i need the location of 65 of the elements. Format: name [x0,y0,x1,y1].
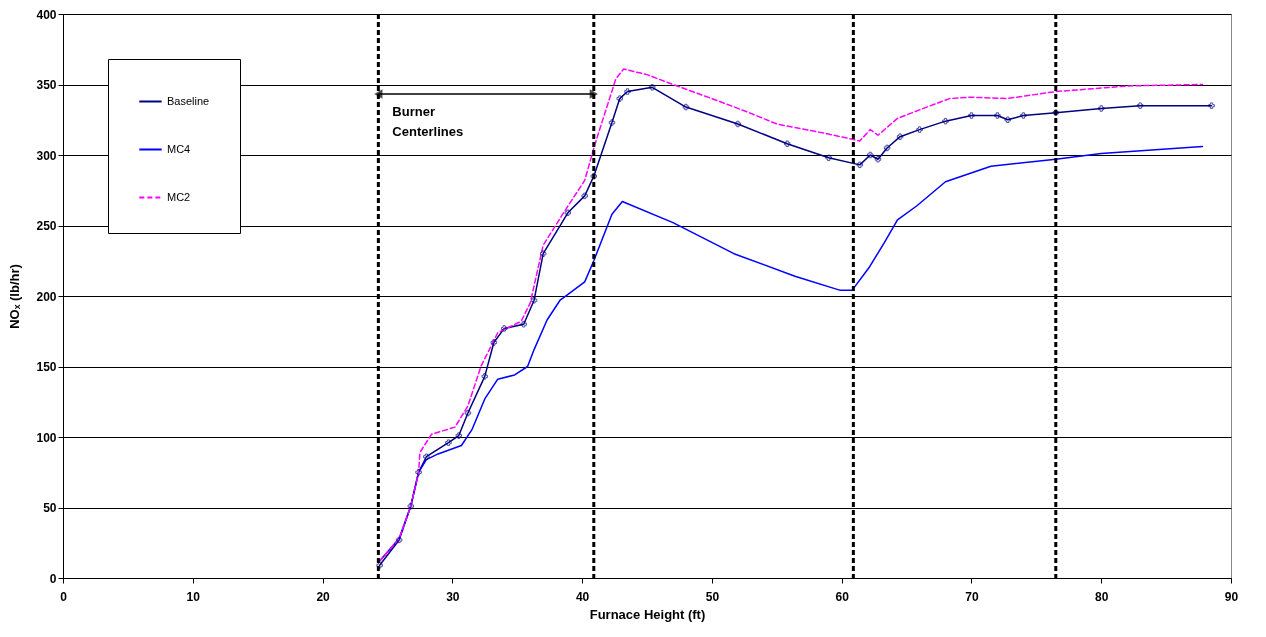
legend-label: MC4 [167,142,191,155]
y-tick-label: 0 [49,571,57,586]
point [648,84,656,91]
point [1136,102,1144,109]
legend-label: Baseline [167,94,210,107]
legend-label: MC2 [167,190,191,203]
y-tick-label: 150 [36,360,57,374]
point [734,120,742,128]
point [825,154,832,162]
point [530,296,538,304]
y-axis-title: NOₓ (lb/hr) [7,264,23,329]
x-tick-label: 90 [1224,589,1239,604]
point [520,320,527,328]
point [423,453,430,460]
y-tick-label: 200 [36,289,57,304]
point [856,161,864,169]
point [455,432,463,439]
y-tick-label: 250 [36,219,57,233]
x-axis-title: Furnace Height (ft) [589,606,706,622]
x-tick-label: 70 [965,589,979,604]
point [896,133,904,140]
point [581,192,588,200]
point [464,409,472,417]
point [783,140,791,147]
point [1004,116,1012,123]
point [376,562,383,569]
point [395,536,403,544]
point [445,439,452,446]
point [874,155,882,163]
point [916,126,923,133]
x-tick-label: 50 [705,589,720,604]
point [616,95,623,102]
point [590,172,598,180]
x-tick-label: 80 [1095,589,1109,604]
point [539,250,547,257]
y-tick-label: 300 [36,148,57,163]
point [866,151,874,159]
y-tick-label: 50 [43,501,57,515]
point [501,325,508,332]
x-tick-label: 20 [316,589,331,604]
y-tick-label: 400 [36,7,57,22]
x-tick-label: 10 [186,589,201,604]
point [994,112,1001,119]
point [942,117,949,125]
point [1097,105,1105,112]
annotation: Burner Centerlines [392,104,464,139]
y-tick-label: 350 [36,78,57,92]
point [608,119,616,126]
x-tick-label: 0 [60,589,68,604]
point [415,469,422,476]
x-tick-label: 40 [575,589,590,604]
point [1208,102,1215,109]
point [1020,112,1027,119]
point [968,112,975,119]
y-tick-label: 100 [36,430,57,445]
point [682,103,690,111]
point [407,502,415,510]
x-tick-label: 30 [446,589,460,604]
x-tick-label: 60 [835,589,850,604]
point [624,88,631,95]
point [481,373,489,380]
point [1052,109,1060,116]
point [564,209,572,217]
point [490,339,498,346]
point [883,144,891,152]
